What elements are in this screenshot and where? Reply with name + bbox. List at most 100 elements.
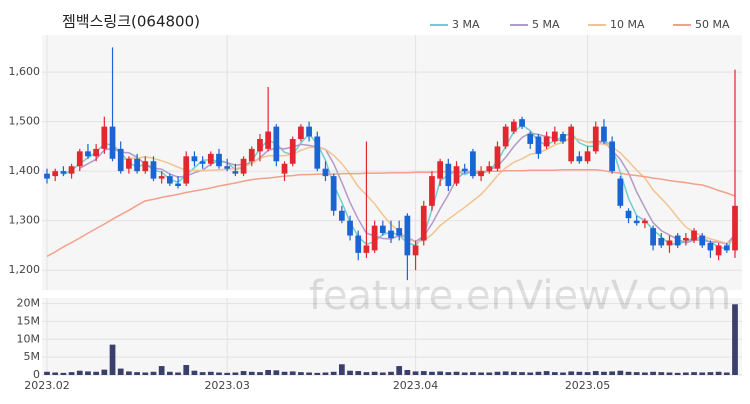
volume-bar [429, 371, 435, 375]
candle-body [658, 238, 665, 246]
volume-bar [502, 371, 509, 375]
volume-bar [199, 372, 206, 375]
volume-bar [453, 371, 460, 375]
candle-body [175, 183, 181, 187]
candle-body [584, 151, 591, 162]
volume-tick-label: 5M [24, 350, 41, 363]
volume-bar [576, 371, 583, 375]
volume-bar [437, 371, 444, 375]
candle-body [519, 119, 525, 127]
candle-body [470, 151, 476, 177]
candle-body [609, 141, 616, 172]
volume-bar [584, 372, 591, 375]
x-tick-label: 2023.02 [24, 379, 70, 392]
volume-bar [298, 372, 304, 375]
volume-bar [551, 372, 558, 375]
watermark: feature.enViewV.com [309, 273, 731, 319]
candle-body [224, 166, 231, 169]
y-tick-label: 1,200 [9, 263, 41, 276]
volume-bar [732, 304, 738, 375]
candle-body [478, 171, 484, 177]
candle-body [68, 166, 75, 174]
volume-bar [142, 372, 149, 375]
volume-bar [568, 371, 575, 375]
candle-body [117, 148, 124, 172]
x-tick-label: 2023.04 [393, 379, 439, 392]
candle-body [682, 238, 689, 241]
volume-bar [396, 366, 403, 375]
volume-bar [650, 371, 656, 375]
volume-bar [216, 372, 222, 375]
volume-bar [60, 372, 67, 375]
volume-bar [707, 372, 714, 375]
volume-tick-label: 15M [17, 314, 41, 327]
candle-body [240, 158, 247, 174]
volume-bar [330, 371, 337, 375]
volume-bar [445, 372, 452, 375]
candle-body [158, 176, 165, 179]
legend-label: 5 MA [532, 18, 560, 31]
candle-body [617, 178, 624, 206]
volume-tick-label: 20M [17, 297, 41, 310]
volume-bar [183, 365, 190, 375]
candle-body [371, 225, 378, 251]
candle-body [412, 245, 419, 256]
volume-tick-label: 10M [17, 332, 41, 345]
volume-bar [601, 371, 607, 375]
candle-body [109, 126, 116, 159]
volume-bar [338, 364, 345, 375]
x-tick-label: 2023.03 [204, 379, 250, 392]
candle-body [510, 121, 517, 132]
candle-body [486, 166, 493, 172]
ma-line [46, 168, 736, 257]
candle-body [527, 134, 534, 144]
volume-tick-label: 0 [33, 368, 40, 381]
volume-bar [117, 368, 124, 375]
candle-body [396, 228, 403, 236]
volume-bar [420, 371, 427, 375]
volume-bar [592, 371, 599, 375]
volume-bar [412, 371, 419, 375]
volume-bar [101, 369, 108, 375]
volume-bar [699, 372, 706, 375]
volume-bar [232, 372, 239, 375]
candle-body [650, 228, 656, 246]
volume-bar [289, 371, 296, 375]
candle-body [707, 242, 714, 251]
candle-body [183, 156, 190, 184]
volume-bar [273, 370, 280, 375]
candle-body [322, 168, 329, 177]
volume-bar [85, 371, 91, 375]
candle-body [461, 168, 468, 172]
y-tick-label: 1,600 [9, 65, 41, 78]
candle-body [715, 245, 722, 256]
volume-bar [404, 370, 411, 375]
volume-bar [126, 371, 132, 375]
candle-body [445, 163, 452, 187]
candle-body [150, 161, 157, 179]
candle-body [592, 126, 599, 152]
volume-bar [175, 372, 181, 375]
volume-bar [93, 371, 100, 375]
volume-bar [134, 372, 140, 375]
volume-bar [76, 370, 83, 375]
volume-bar [682, 372, 689, 375]
candle-body [257, 138, 263, 152]
volume-bar [314, 372, 321, 375]
candle-body [388, 230, 394, 239]
candle-body [363, 245, 370, 253]
y-tick-label: 1,300 [9, 214, 41, 227]
candle-body [126, 158, 132, 169]
candle-body [404, 215, 411, 256]
volume-bar [109, 344, 116, 375]
volume-bar [257, 372, 263, 375]
x-tick-label: 2023.05 [565, 379, 611, 392]
candle-body [166, 176, 173, 184]
volume-bar [52, 372, 59, 375]
volume-bar [166, 371, 173, 375]
candle-body [207, 153, 214, 164]
volume-bar [371, 371, 378, 375]
candle-body [494, 146, 501, 169]
candle-body [248, 148, 255, 162]
